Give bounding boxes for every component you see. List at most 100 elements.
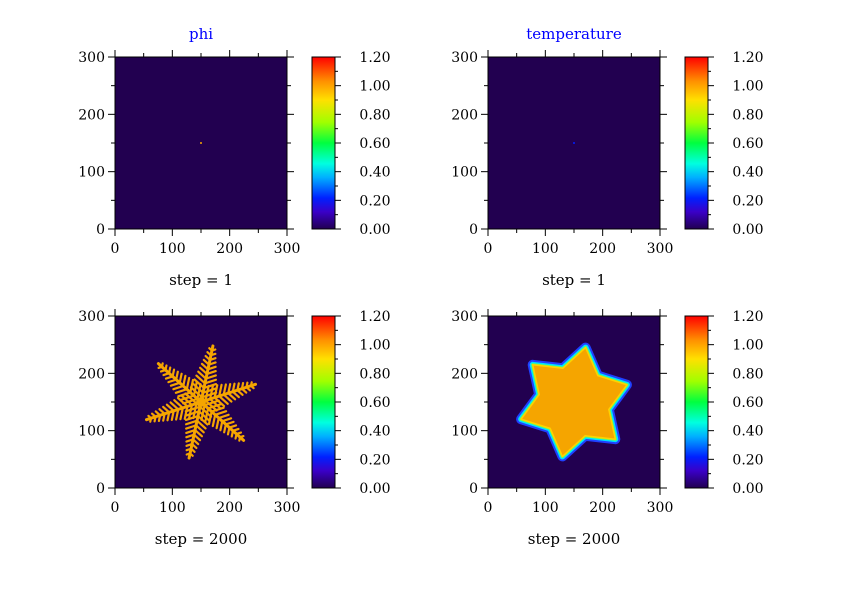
dendrite-branch	[170, 409, 175, 421]
y-tick-label: 100	[451, 165, 478, 181]
dendrite-branch	[185, 452, 192, 456]
dendrite-branch	[202, 382, 218, 390]
colorbar	[311, 56, 336, 230]
y-tick-label: 0	[96, 481, 105, 497]
dendrite-branch	[154, 410, 162, 417]
colorbar-tick-label: 0.60	[732, 395, 763, 411]
dendrite-branch	[200, 362, 210, 371]
y-tick-label: 200	[78, 107, 105, 123]
dendrite-branch	[184, 414, 200, 422]
dendrite-branch	[204, 374, 217, 380]
panel-1: phi 0 100 200 300 0 100 200 300 step = 1 0.00 0.20 0…	[78, 25, 390, 289]
colorbar-tick-label: 0.80	[732, 107, 763, 123]
dendrite-branch	[213, 384, 219, 399]
colorbar-tick-label: 0.20	[359, 193, 390, 209]
dendrite-branch	[195, 374, 207, 385]
dendrite-branch	[214, 410, 228, 416]
dendrite-branch	[197, 410, 211, 422]
colorbar-tick-label: 1.20	[359, 309, 390, 325]
panel-3: 0 100 200 300 0 100 200 300 step = 2000 0.00 0.20 0…	[78, 309, 391, 548]
dendrite-branch	[211, 413, 217, 428]
dendrite-branch	[206, 365, 217, 371]
x-tick-label: 0	[111, 241, 120, 257]
dendrite-branch	[203, 399, 220, 407]
dendrite-branch	[207, 361, 217, 366]
dendrite-branch	[200, 404, 206, 421]
dendrite-branch	[184, 419, 199, 426]
colorbar-tick-label: 0.60	[359, 395, 390, 411]
colorbar-tick-label: 1.00	[732, 79, 763, 95]
dendrite-branch	[169, 381, 181, 387]
dendrite-branch	[204, 407, 210, 423]
dendrite-branch	[201, 387, 218, 394]
colorbar-tick-label: 0.00	[359, 222, 390, 238]
dendrite-branch	[150, 412, 157, 418]
dendrite-branch	[164, 375, 174, 380]
dendrite-branch	[217, 413, 230, 420]
x-tick-label: 300	[274, 241, 301, 257]
dendrite-branch	[209, 352, 217, 357]
colorbar-tick-label: 0.40	[732, 424, 763, 440]
dendrite-branch	[167, 366, 172, 375]
colorbar-tick-label: 0.40	[359, 424, 390, 440]
colorbar-tick-label: 0.40	[359, 165, 390, 181]
dendrite-branch	[192, 381, 198, 397]
x-tick-label: 200	[216, 241, 243, 257]
y-tick-label: 300	[451, 50, 478, 66]
colorbar-tick-label: 0.20	[732, 452, 763, 468]
dendrite-branch	[171, 368, 176, 378]
dendrite-branch	[208, 384, 215, 401]
panel-title: temperature	[526, 25, 622, 43]
dendrite-branch	[227, 383, 232, 395]
dendrite-branch	[175, 370, 179, 381]
dendrite-branch	[205, 370, 217, 376]
dendrite-branch	[207, 410, 213, 426]
dendrite-branch	[208, 397, 222, 410]
dendrite-branch	[185, 433, 196, 439]
heatmap-content	[516, 342, 632, 462]
x-tick-label: 0	[484, 500, 493, 516]
x-tick-label: 200	[589, 241, 616, 257]
dendrite-branch	[234, 432, 238, 440]
x-tick-label: 100	[532, 500, 559, 516]
dendrite-branch	[218, 383, 223, 398]
dendrite-branch	[185, 447, 193, 452]
colorbar-tick-label: 0.00	[732, 222, 763, 238]
star-body	[520, 346, 628, 458]
dendrite-branch	[204, 399, 218, 412]
y-tick-label: 100	[78, 165, 105, 181]
dendrite-branch	[197, 370, 208, 380]
dendrite-branch	[173, 399, 184, 410]
dendrite-branch	[192, 433, 202, 442]
dendrite-branch	[185, 428, 197, 434]
dendrite-branch	[193, 428, 203, 438]
colorbar-tick-label: 1.00	[359, 79, 390, 95]
heatmap-content	[573, 142, 575, 144]
dendrite-branch	[203, 378, 218, 385]
dendrite-branch	[236, 382, 240, 392]
dendrite-branch	[213, 396, 226, 408]
colorbar-tick-label: 1.00	[359, 338, 390, 354]
x-tick-label: 200	[589, 500, 616, 516]
dendrite-branch	[178, 372, 183, 384]
y-tick-label: 200	[451, 107, 478, 123]
dendrite-branch	[228, 424, 238, 429]
dendrite-branch	[180, 394, 194, 407]
dendrite-branch	[177, 391, 192, 398]
heatmap-content	[200, 142, 202, 144]
colorbar	[684, 56, 709, 230]
dendrite-branch	[196, 383, 202, 400]
dendrite-branch	[199, 366, 209, 376]
y-tick-label: 100	[78, 424, 105, 440]
dendrite-branch	[208, 357, 217, 362]
dendrite-branch	[231, 390, 240, 399]
dendrite-branch	[231, 382, 236, 393]
dendrite-branch	[227, 392, 237, 401]
dendrite-branch	[147, 414, 153, 420]
colorbar-tick-label: 0.00	[732, 481, 763, 497]
x-tick-label: 300	[274, 500, 301, 516]
x-tick-label: 200	[216, 500, 243, 516]
dendrite-branch	[185, 424, 198, 430]
dendrite-branch	[187, 403, 194, 420]
y-tick-label: 100	[451, 424, 478, 440]
